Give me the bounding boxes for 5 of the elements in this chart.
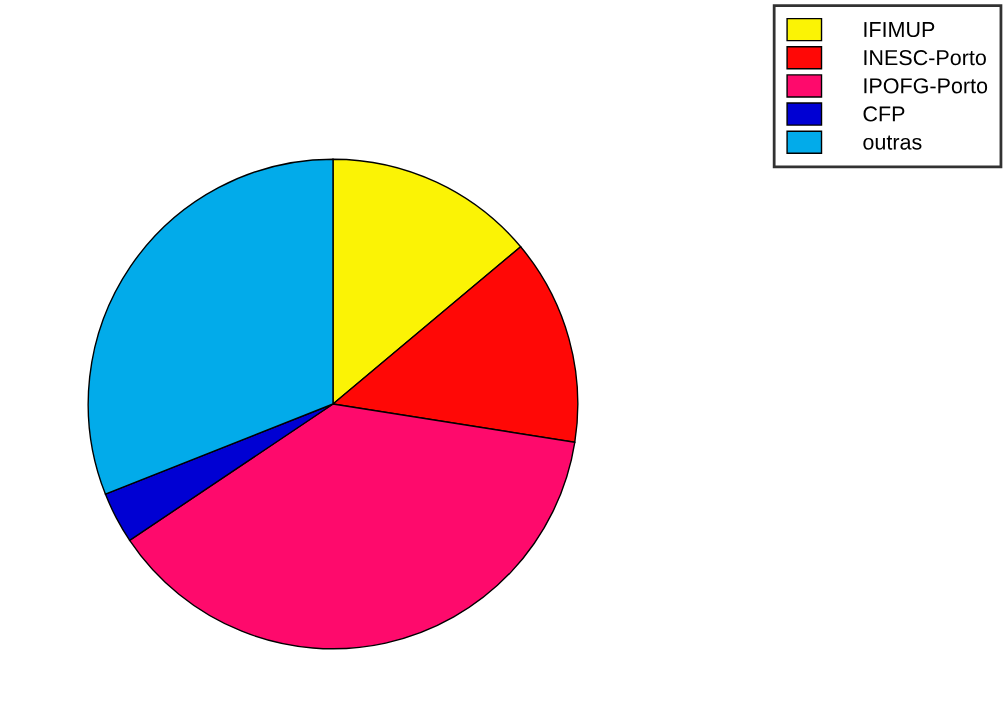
legend-label: IPOFG-Porto: [864, 78, 988, 94]
legend-label: outras: [863, 135, 922, 150]
legend-label: INESC-Porto: [864, 50, 986, 66]
legend-label: IFIMUP: [864, 22, 935, 38]
legend-label: CFP: [863, 106, 905, 122]
